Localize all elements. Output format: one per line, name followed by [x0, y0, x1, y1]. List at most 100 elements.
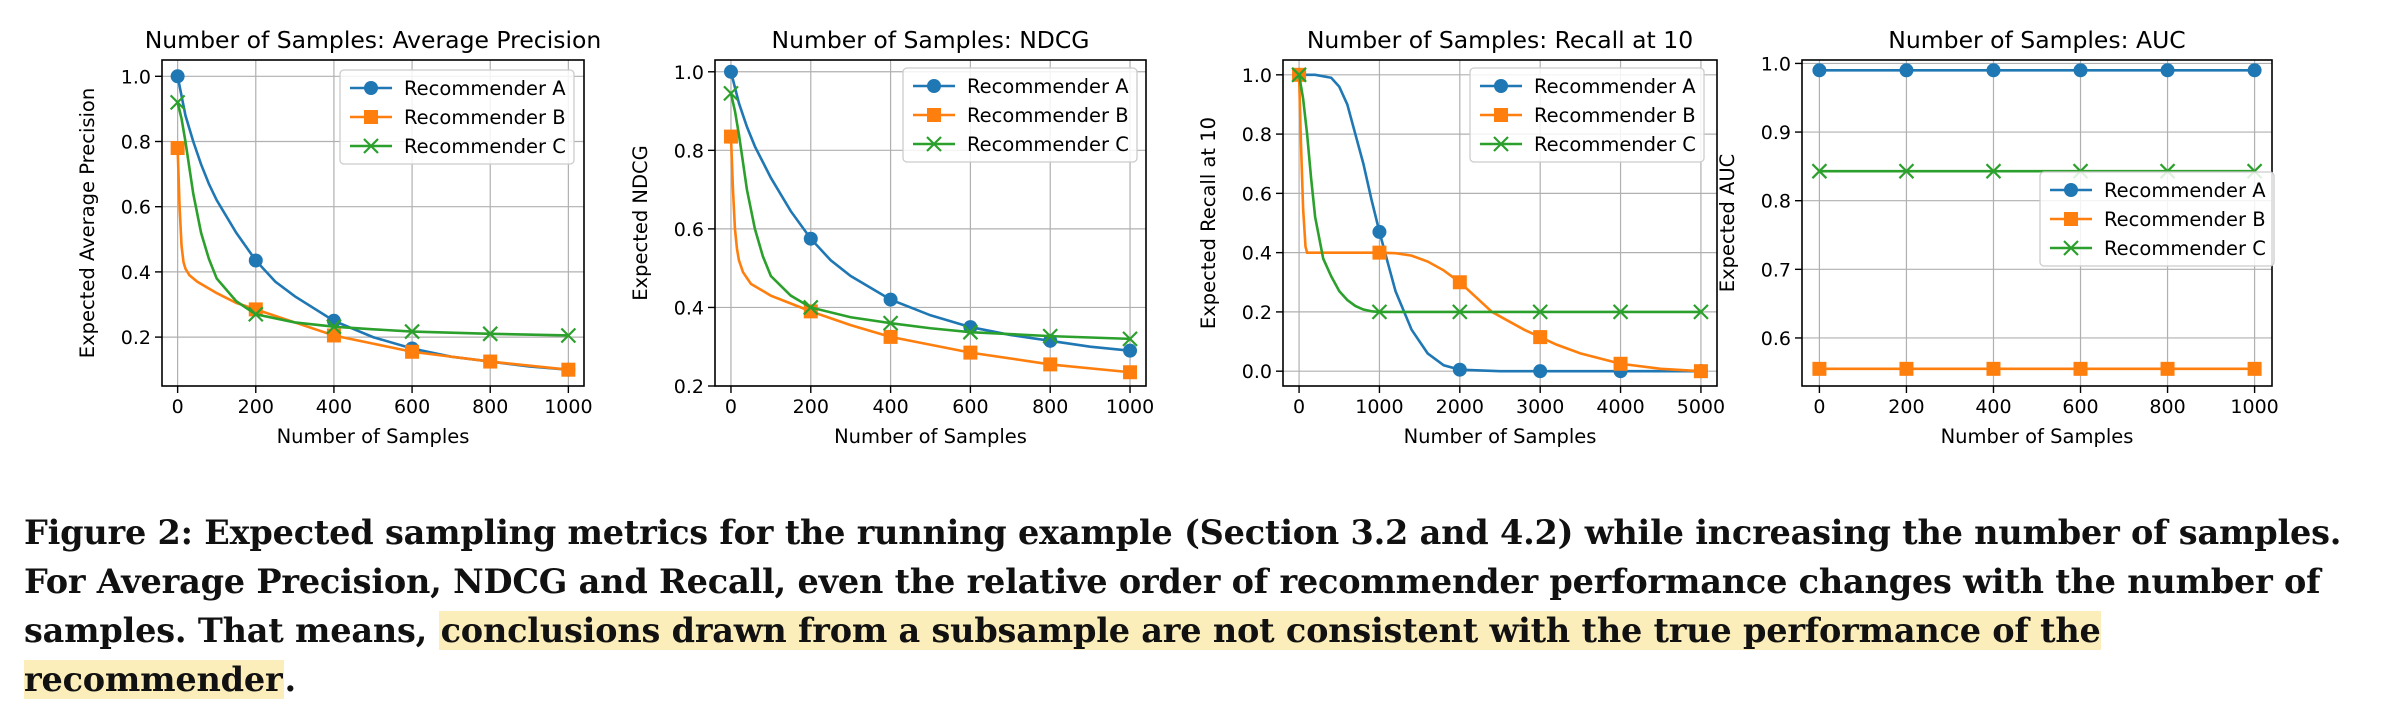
x-tick-label: 1000	[1106, 396, 1154, 418]
y-axis-label: Expected Average Precision	[76, 88, 99, 358]
legend: Recommender A Recommender B Recommender C	[339, 69, 575, 165]
data-point	[326, 318, 342, 335]
plot-frame	[714, 59, 1147, 387]
x-tick-label: 2000	[1436, 396, 1484, 418]
data-point	[1693, 304, 1709, 320]
data-point	[962, 324, 979, 340]
data-point	[883, 329, 898, 344]
data-point	[2160, 63, 2175, 78]
data-point	[723, 64, 738, 79]
x-tick-label: 1000	[2230, 396, 2278, 418]
y-tick-label: 0.0	[1242, 361, 1272, 383]
data-point	[1123, 343, 1138, 358]
data-point	[1986, 361, 2001, 376]
data-point	[248, 253, 263, 268]
series-line-2	[1297, 74, 1702, 373]
series-line-1	[729, 71, 1131, 352]
data-point	[560, 327, 577, 344]
legend: Recommender A Recommender B Recommender C	[902, 67, 1138, 163]
plot-frame	[1282, 59, 1718, 387]
legend-marker	[2064, 212, 2078, 226]
data-point	[1372, 224, 1387, 239]
data-point	[723, 85, 739, 102]
legend-marker	[1493, 136, 1509, 152]
y-tick-label: 1.0	[1242, 65, 1272, 87]
data-point	[1123, 365, 1138, 380]
legend-marker	[927, 79, 941, 93]
data-point	[1985, 163, 2002, 179]
data-point	[1811, 163, 1828, 179]
data-point	[404, 323, 420, 340]
legend-marker	[926, 136, 942, 152]
series-line-2	[176, 147, 569, 371]
y-tick-label: 0.4	[121, 262, 151, 284]
data-point	[1533, 364, 1548, 379]
data-point	[882, 315, 899, 331]
legend-marker	[364, 110, 378, 124]
data-point	[483, 354, 498, 369]
data-point	[1693, 364, 1708, 379]
legend-box	[902, 67, 1138, 163]
legend-label: Recommender B	[404, 106, 566, 129]
data-point	[1372, 245, 1387, 260]
y-tick-label: 0.4	[1242, 243, 1272, 265]
x-tick-label: 400	[872, 396, 908, 418]
data-point	[1899, 63, 1914, 78]
y-tick-label: 0.8	[1242, 124, 1272, 146]
y-axis-label: Expected AUC	[1716, 154, 1739, 292]
series-line-3	[1297, 74, 1701, 314]
y-tick-label: 0.2	[121, 327, 151, 349]
data-point	[1291, 67, 1307, 83]
legend-label: Recommender C	[2104, 237, 2266, 260]
data-point	[1452, 304, 1468, 320]
legend-entry: Recommender B	[2050, 208, 2266, 231]
data-point	[2160, 361, 2175, 376]
legend-entry: Recommender A	[350, 77, 566, 100]
x-axis-label: Number of Samples	[834, 425, 1027, 448]
legend-label: Recommender A	[1534, 75, 1696, 98]
chart-title: Number of Samples: AUC	[1888, 26, 2185, 54]
legend-marker	[363, 138, 379, 154]
y-tick-label: 0.2	[674, 376, 704, 398]
legend-label: Recommender A	[967, 75, 1129, 98]
y-tick-label: 1.0	[1761, 53, 1791, 75]
chart-title: Number of Samples: Recall at 10	[1307, 26, 1693, 54]
data-point	[1371, 304, 1388, 320]
legend-label: Recommender B	[1534, 104, 1696, 127]
legend-box	[339, 69, 575, 165]
data-point	[405, 344, 420, 359]
y-tick-label: 0.8	[121, 132, 151, 154]
legend-entry: Recommender C	[913, 133, 1129, 156]
data-point	[1043, 357, 1058, 372]
data-point	[1986, 63, 2001, 78]
x-tick-label: 800	[1032, 396, 1068, 418]
x-tick-label: 4000	[1596, 396, 1644, 418]
legend-box	[2039, 171, 2275, 267]
data-point	[561, 362, 576, 377]
data-point	[723, 129, 738, 144]
data-point	[803, 231, 818, 246]
legend-entry: Recommender A	[1480, 75, 1696, 98]
y-tick-label: 0.7	[1761, 259, 1791, 281]
data-point	[1812, 63, 1827, 78]
figure-caption: Figure 2: Expected sampling metrics for …	[24, 508, 2364, 704]
legend-label: Recommender C	[1534, 133, 1696, 156]
data-point	[2247, 63, 2262, 78]
legend-label: Recommender B	[967, 104, 1129, 127]
data-point	[1122, 331, 1138, 347]
data-point	[1898, 163, 1915, 179]
data-point	[170, 69, 185, 84]
chart-recall: 0 1000 2000 3000 4000 5000 0.0 0.2 0.4 0.6 0.8 1.0 N…	[1197, 26, 1725, 448]
y-axis-label: Expected NDCG	[629, 145, 652, 301]
x-tick-label: 0	[1293, 396, 1305, 418]
data-point	[963, 345, 978, 360]
chart-ndcg: 0 200 400 600 800 1000 0.2 0.4 0.6 0.8 1.0 Number o…	[629, 26, 1154, 448]
legend-entry: Recommender C	[350, 135, 566, 158]
data-point	[247, 306, 264, 323]
legend-entry: Recommender B	[350, 106, 566, 129]
y-tick-label: 1.0	[121, 66, 151, 88]
data-point	[169, 94, 186, 111]
x-tick-label: 800	[472, 396, 508, 418]
data-point	[2247, 361, 2262, 376]
data-point	[482, 326, 499, 342]
